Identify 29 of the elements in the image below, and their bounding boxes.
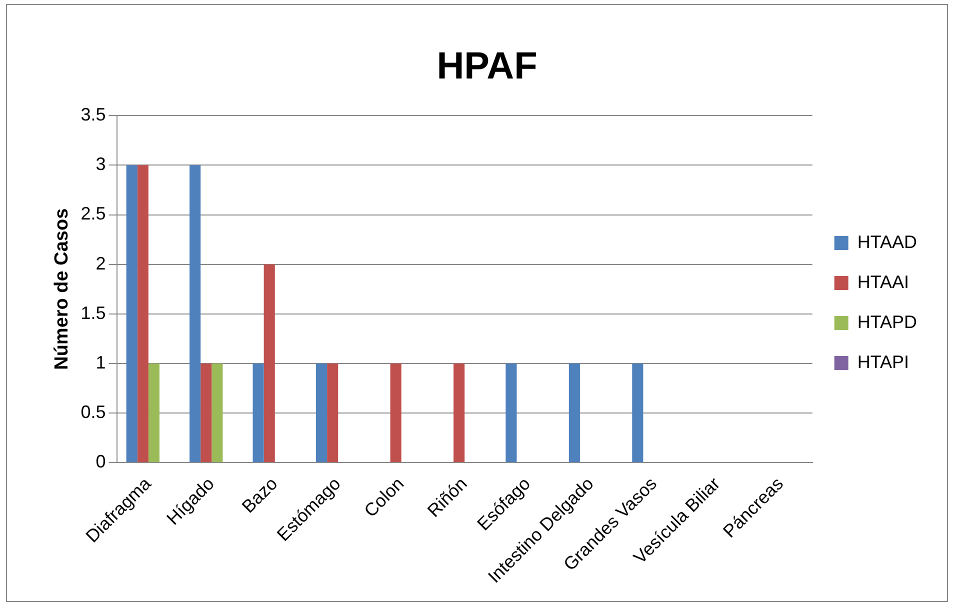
legend-label: HTAAI <box>857 272 910 292</box>
bar <box>568 364 580 462</box>
y-tick-label: 0.5 <box>80 402 106 422</box>
bar <box>126 165 138 462</box>
bar <box>212 364 223 462</box>
legend-label: HTAPD <box>857 312 918 332</box>
bar <box>137 165 148 462</box>
y-tick-label: 2.5 <box>80 204 106 224</box>
legend-label: HTAAD <box>857 232 918 252</box>
bar <box>506 364 517 462</box>
bar <box>252 364 264 462</box>
legend-label: HTAPI <box>857 352 910 372</box>
y-tick-label: 3 <box>96 154 106 174</box>
y-tick-label: 3.5 <box>80 104 106 125</box>
bar <box>264 264 275 462</box>
bar <box>454 364 465 462</box>
bar <box>200 364 212 462</box>
y-tick-label: 1 <box>96 352 106 372</box>
bar <box>316 364 328 462</box>
bar <box>632 364 644 462</box>
y-tick-label: 0 <box>96 452 106 472</box>
bar <box>190 165 201 462</box>
y-axis-title: Número de Casos <box>52 208 73 370</box>
y-tick-label: 1.5 <box>80 302 106 323</box>
y-tick-label: 2 <box>96 253 106 274</box>
bar <box>148 364 160 462</box>
bar <box>390 364 402 462</box>
bar <box>327 364 338 462</box>
chart-title: HPAF <box>436 45 538 88</box>
